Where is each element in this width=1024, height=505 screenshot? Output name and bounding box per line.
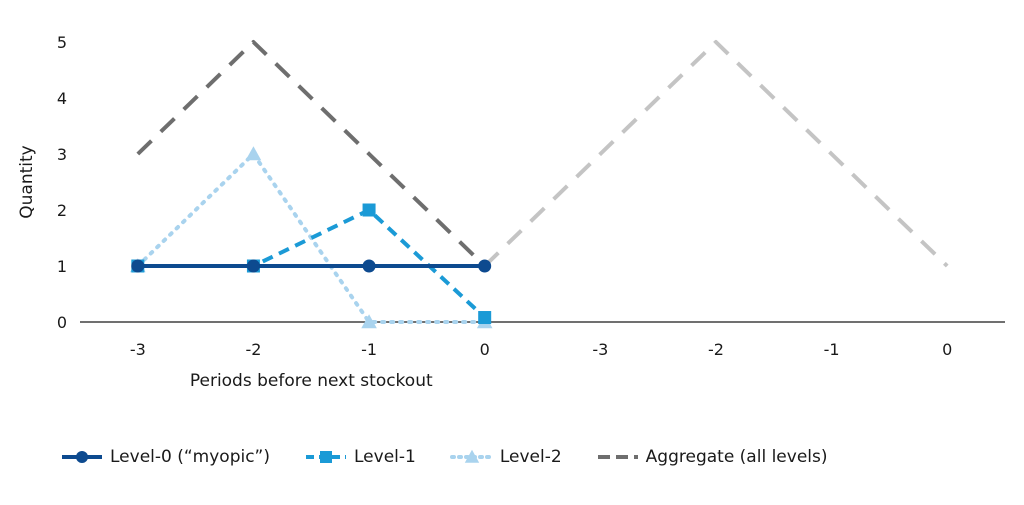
x-tick-label: -1 [824,340,840,359]
x-tick-label: -3 [130,340,146,359]
legend-item: Aggregate (all levels) [596,447,828,467]
data-point [245,146,262,161]
series-line [135,152,487,324]
data-point [478,311,492,325]
legend-label: Level-1 [354,447,416,467]
legend-item: Level-1 [304,447,416,467]
legend-label: Level-2 [499,447,562,467]
data-point [362,203,376,217]
series-line [137,208,487,319]
x-tick-label: 0 [942,340,952,359]
legend-swatch [306,451,346,463]
legend-label: Aggregate (all levels) [645,447,828,467]
legend-label: Level-0 (“myopic”) [110,447,270,467]
y-tick-label: 1 [57,257,67,276]
x-axis-title: Periods before next stockout [190,371,433,391]
data-point [246,259,260,273]
legend-marker [464,449,480,463]
legend-marker [76,451,88,463]
series-3 [136,40,487,268]
legend-item: Level-2 [449,447,562,467]
y-tick-label: 4 [57,89,67,108]
y-tick-label: 3 [57,145,67,164]
x-tick-label: -3 [592,340,608,359]
legend-swatch [597,455,638,459]
y-axis-title: Quantity [17,145,37,218]
legend-swatch [62,451,102,463]
data-point [361,314,377,329]
series-line [136,40,487,268]
data-point [362,259,376,273]
series-4 [483,40,949,268]
legend-swatch [449,449,494,463]
x-tick-label: 0 [480,340,490,359]
x-tick-label: -2 [708,340,724,359]
legend-marker [320,451,332,463]
y-tick-label: 2 [57,201,67,220]
series-line [483,40,949,268]
x-tick-label: -2 [245,340,261,359]
legend: Level-0 (“myopic”) Level-1 Level-2 Aggregat… [60,447,862,467]
data-point [131,259,145,273]
y-tick-label: 5 [57,33,67,52]
data-point [478,259,492,273]
y-tick-label: 0 [57,313,67,332]
x-tick-label: -1 [361,340,377,359]
legend-item: Level-0 (“myopic”) [60,447,270,467]
series-0 [131,259,492,273]
